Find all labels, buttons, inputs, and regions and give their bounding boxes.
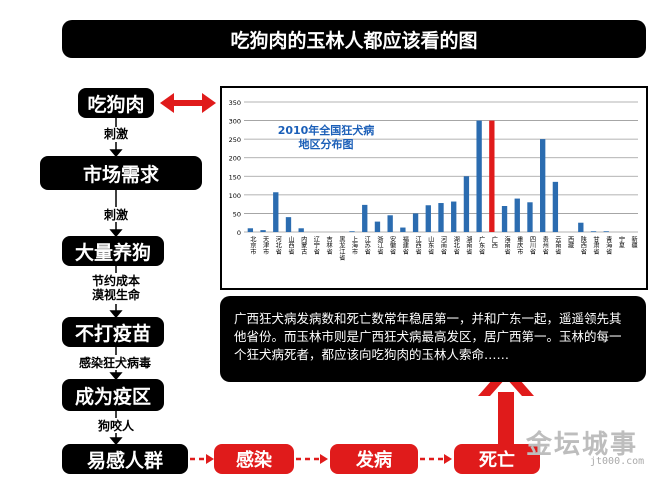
chart-title: 2010年全国狂犬病: [278, 123, 375, 137]
explanation-text: 广西狂犬病发病数和死亡数常年稳居第一，并和广东一起，遥遥领先其他省份。而玉林市则…: [220, 296, 646, 382]
node-market-demand: 市场需求: [40, 156, 202, 190]
y-tick-label: 250: [229, 136, 241, 144]
x-tick-label: 贵州省: [541, 235, 548, 255]
x-tick-label: 宁夏: [617, 235, 624, 248]
y-tick-label: 100: [229, 192, 241, 200]
node-mass-breeding: 大量养狗: [62, 236, 164, 266]
outcome-death: 死亡: [454, 444, 540, 474]
x-tick-label: 湖南省: [465, 235, 472, 255]
bar: [489, 120, 495, 232]
outcome-infection: 感染: [214, 444, 294, 474]
bar: [412, 213, 419, 232]
edge-label-save-cost: 节约成本 漠视生命: [91, 274, 140, 302]
bar: [527, 202, 533, 232]
node-epidemic-area: 成为疫区: [62, 379, 164, 411]
bar: [362, 204, 368, 232]
x-tick-label: 上海市: [351, 235, 358, 255]
edge-label-stimulate-2: 刺激: [103, 208, 128, 222]
x-tick-label: 山西省: [287, 235, 294, 255]
watermark-sub: jt000.com: [590, 456, 645, 467]
bar: [463, 176, 470, 232]
bar: [476, 120, 482, 232]
page-title: 吃狗肉的玉林人都应该看的图: [62, 20, 646, 58]
y-tick-label: 300: [229, 118, 241, 126]
x-tick-label: 重庆市: [516, 235, 523, 255]
outcome-onset: 发病: [330, 444, 418, 474]
bar: [514, 198, 520, 232]
y-tick-label: 50: [233, 210, 241, 218]
bar: [578, 222, 584, 232]
bar: [540, 139, 546, 232]
x-tick-label: 浙江省: [376, 235, 383, 255]
x-tick-label: 陕西省: [579, 235, 586, 255]
bar: [298, 228, 304, 232]
rabies-chart-svg: 0 50 100 150 200 250 300 350 北京市 天津市 河北省 山西省 内蒙古 辽宁省吉…: [229, 99, 638, 262]
x-tick-label: 福建省: [401, 235, 408, 255]
x-tick-label: 西藏: [567, 236, 574, 250]
watermark-main: 金坛城事: [526, 430, 639, 460]
node-susceptible: 易感人群: [62, 444, 188, 474]
bar: [438, 203, 444, 232]
y-tick-label: 150: [229, 173, 241, 181]
y-tick-label: 350: [229, 99, 241, 107]
x-tick-label: 云南省: [554, 236, 561, 256]
bar: [400, 227, 406, 232]
node-no-vaccine: 不打疫苗: [62, 317, 164, 347]
bar: [273, 192, 279, 232]
y-tick-label: 0: [237, 229, 241, 237]
edge-label-infect-virus: 感染狂犬病毒: [78, 356, 151, 370]
bar: [260, 230, 266, 232]
x-tick-label: 北京市: [249, 235, 256, 255]
x-tick-label: 江西省: [414, 236, 421, 256]
edge-label-dog-bite: 狗咬人: [97, 419, 134, 433]
x-tick-label: 天津市: [262, 236, 269, 256]
bar: [387, 215, 393, 232]
x-tick-label: 江苏省: [363, 236, 370, 256]
x-tick-label: 安徽省: [389, 235, 396, 255]
x-tick-label: 辽宁省: [312, 235, 319, 255]
rabies-chart: 0 50 100 150 200 250 300 350 北京市 天津市 河北省 山西省 内蒙古 辽宁省吉…: [220, 86, 648, 290]
x-tick-label: 海南省: [503, 235, 510, 255]
bar: [501, 206, 508, 232]
bar: [349, 231, 355, 232]
x-tick-label: 河北省: [274, 235, 281, 255]
x-tick-label: 广东省: [478, 235, 485, 255]
watermark: 金坛城事 jt000.com: [526, 424, 652, 472]
node-eat-dog: 吃狗肉: [78, 88, 154, 118]
x-tick-label: 新疆: [630, 235, 637, 249]
bar: [247, 228, 254, 232]
bar: [552, 181, 559, 232]
x-tick-label: 湖北省: [452, 235, 459, 255]
x-tick-label: 河南省: [440, 235, 447, 255]
bar: [285, 217, 292, 232]
x-tick-label: 青海省: [605, 235, 612, 255]
bar: [603, 231, 609, 232]
edge-label-stimulate-1: 刺激: [103, 127, 128, 141]
x-tick-label: 黑龙江省: [338, 236, 345, 262]
chart-title: 地区分布图: [299, 137, 354, 151]
x-tick-label: 山东省: [427, 235, 434, 255]
x-tick-label: 吉林省: [325, 236, 332, 256]
bar: [451, 201, 457, 232]
bar: [590, 231, 597, 232]
x-tick-label: 广西: [490, 235, 497, 249]
x-tick-label: 甘肃省: [592, 235, 599, 255]
x-tick-label: 内蒙古: [300, 235, 307, 255]
y-tick-label: 200: [229, 155, 241, 163]
bar: [425, 205, 431, 232]
x-tick-label: 四川省: [528, 236, 535, 256]
bar: [374, 221, 381, 232]
